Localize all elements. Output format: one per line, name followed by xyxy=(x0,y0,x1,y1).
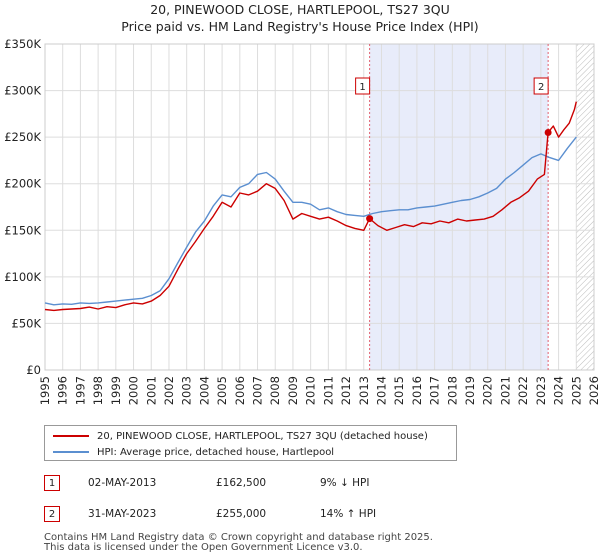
y-tick-label: £100K xyxy=(4,270,41,284)
legend-label-property: 20, PINEWOOD CLOSE, HARTLEPOOL, TS27 3QU… xyxy=(97,430,428,442)
x-tick-label: 1995 xyxy=(38,376,52,405)
x-tick-label: 2009 xyxy=(286,376,300,405)
sale-marker-label: 1 xyxy=(359,82,365,93)
sale-hpi-diff: 14% ↑ HPI xyxy=(320,508,377,520)
x-tick-label: 2011 xyxy=(321,376,335,405)
x-tick-label: 2001 xyxy=(144,376,158,405)
property-series-line xyxy=(44,101,577,312)
footer-attribution: Contains HM Land Registry data © Crown c… xyxy=(44,533,584,553)
sale-badge: 1 xyxy=(44,475,60,491)
y-tick-label: £200K xyxy=(4,177,41,191)
x-tick-label: 2014 xyxy=(374,376,388,405)
x-tick-label: 2022 xyxy=(516,376,530,405)
legend-item-hpi: HPI: Average price, detached house, Hart… xyxy=(53,444,334,460)
y-tick-label: £300K xyxy=(4,84,41,98)
x-tick-label: 2026 xyxy=(587,376,600,405)
sale-marker-box xyxy=(533,77,549,95)
sale-date: 02-MAY-2013 xyxy=(88,477,157,489)
x-tick-label: 2012 xyxy=(339,376,353,405)
chart-subtitle: Price paid vs. HM Land Registry's House … xyxy=(121,19,478,34)
x-tick-label: 2004 xyxy=(197,376,211,405)
y-tick-label: £350K xyxy=(4,37,41,51)
future-hatch-region xyxy=(576,44,594,370)
x-tick-label: 1996 xyxy=(56,376,70,405)
legend-item-property: 20, PINEWOOD CLOSE, HARTLEPOOL, TS27 3QU… xyxy=(53,428,428,444)
x-tick-label: 2015 xyxy=(392,376,406,405)
x-tick-label: 2006 xyxy=(233,376,247,405)
price-chart: 20, PINEWOOD CLOSE, HARTLEPOOL, TS27 3QU… xyxy=(4,2,600,405)
sale-marker-box xyxy=(355,77,371,95)
sale-price: £162,500 xyxy=(216,477,267,489)
x-tick-label: 2019 xyxy=(463,376,477,405)
legend-label-hpi: HPI: Average price, detached house, Hart… xyxy=(97,446,335,458)
sale-price: £255,000 xyxy=(216,508,267,520)
y-tick-label: £150K xyxy=(4,223,41,237)
plot-frame xyxy=(44,43,595,371)
between-sales-shading xyxy=(369,44,549,370)
footer-line-1: Contains HM Land Registry data © Crown c… xyxy=(44,532,433,543)
x-tick-label: 1997 xyxy=(73,376,87,405)
legend-swatch-hpi xyxy=(53,451,89,453)
x-tick-label: 2024 xyxy=(552,376,566,405)
chart-title: 20, PINEWOOD CLOSE, HARTLEPOOL, TS27 3QU xyxy=(150,2,450,17)
sale-date: 31-MAY-2023 xyxy=(88,508,157,520)
x-tick-label: 1998 xyxy=(91,376,105,405)
legend: 20, PINEWOOD CLOSE, HARTLEPOOL, TS27 3QU… xyxy=(44,425,457,461)
y-tick-label: £50K xyxy=(12,316,42,330)
x-tick-label: 2003 xyxy=(180,376,194,405)
x-tick-label: 2025 xyxy=(569,376,583,405)
hpi-series-line xyxy=(44,136,577,306)
x-tick-label: 2016 xyxy=(410,376,424,405)
sale-badge: 2 xyxy=(44,506,60,522)
sale-marker-label: 2 xyxy=(538,82,544,93)
legend-swatch-property xyxy=(53,435,89,437)
x-tick-label: 2007 xyxy=(251,376,265,405)
x-tick-label: 2013 xyxy=(357,376,371,405)
sale-hpi-diff: 9% ↓ HPI xyxy=(320,477,370,489)
x-tick-label: 2017 xyxy=(428,376,442,405)
x-tick-label: 2000 xyxy=(127,376,141,405)
x-tick-label: 2020 xyxy=(481,376,495,405)
x-tick-label: 2023 xyxy=(534,376,548,405)
y-tick-label: £250K xyxy=(4,130,41,144)
y-tick-label: £0 xyxy=(26,363,41,377)
x-tick-label: 2021 xyxy=(498,376,512,405)
x-tick-label: 2005 xyxy=(215,376,229,405)
footer-line-2: This data is licensed under the Open Gov… xyxy=(44,542,363,553)
x-tick-label: 2018 xyxy=(445,376,459,405)
x-tick-label: 1999 xyxy=(109,376,123,405)
sale-point xyxy=(544,128,552,136)
sale-point xyxy=(366,215,374,223)
x-tick-label: 2010 xyxy=(304,376,318,405)
x-tick-label: 2008 xyxy=(268,376,282,405)
x-tick-label: 2002 xyxy=(162,376,176,405)
